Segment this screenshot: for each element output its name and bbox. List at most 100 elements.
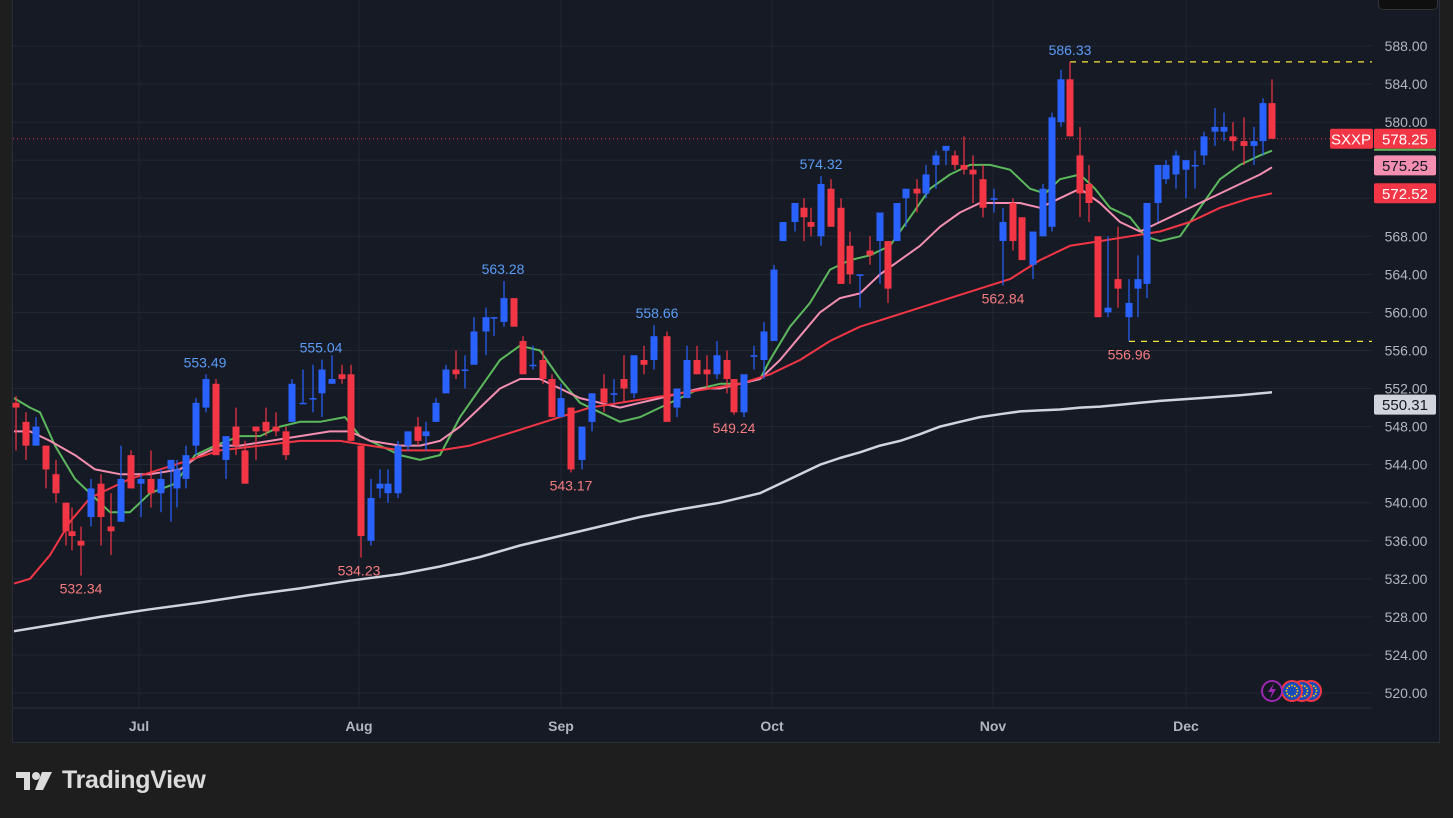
candle xyxy=(338,364,346,384)
candle xyxy=(1048,112,1056,232)
candle xyxy=(713,340,721,380)
candle xyxy=(1066,61,1074,137)
candle xyxy=(539,350,547,384)
low-label: 549.24 xyxy=(713,420,756,436)
svg-text:575.25: 575.25 xyxy=(1382,158,1428,175)
candle xyxy=(97,474,105,546)
candle xyxy=(1114,226,1122,308)
candle xyxy=(1009,198,1017,251)
low-label: 532.34 xyxy=(60,581,103,597)
candle xyxy=(282,426,290,460)
price-tick: 536.00 xyxy=(1385,533,1428,549)
event-markers[interactable] xyxy=(1261,680,1322,702)
candles xyxy=(12,61,1276,576)
candle xyxy=(1085,164,1093,223)
candle xyxy=(770,264,778,341)
candle xyxy=(357,445,365,558)
time-tick: Sep xyxy=(548,718,574,734)
tradingview-logo-icon xyxy=(16,771,52,790)
candle xyxy=(693,345,701,375)
candle xyxy=(932,150,940,189)
candle xyxy=(68,507,76,551)
candle xyxy=(288,379,296,422)
price-axis[interactable]: 588.00584.00580.00576.00572.00568.00564.… xyxy=(1385,38,1428,701)
right-gutter xyxy=(1440,0,1453,743)
lightning-event-icon[interactable] xyxy=(1261,680,1283,702)
low-label: 543.17 xyxy=(550,478,593,494)
candle xyxy=(1094,236,1102,318)
candle xyxy=(222,436,230,479)
candle xyxy=(510,298,518,327)
high-label: 586.33 xyxy=(1049,42,1092,58)
candle xyxy=(482,307,490,356)
candle xyxy=(1250,126,1258,165)
candle xyxy=(922,164,930,199)
candle xyxy=(750,345,758,370)
footer xyxy=(0,743,1453,818)
low-label: 556.96 xyxy=(1108,346,1151,362)
candle xyxy=(347,364,355,441)
candle xyxy=(1191,150,1199,189)
candle xyxy=(1268,79,1276,139)
candle xyxy=(817,176,825,246)
candle xyxy=(979,164,987,218)
candle xyxy=(1229,122,1237,151)
candle xyxy=(127,450,135,489)
ma-slow-price-tag: 572.52 xyxy=(1374,183,1436,204)
candle xyxy=(529,345,537,370)
price-tags: 550.31 572.52 575.25 SXXP 578.25 xyxy=(1330,128,1436,415)
candle xyxy=(117,445,125,522)
candle xyxy=(262,407,270,437)
price-tick: 552.00 xyxy=(1385,381,1428,397)
high-label: 555.04 xyxy=(300,340,343,356)
candle xyxy=(779,222,787,242)
candle xyxy=(422,421,430,451)
candle xyxy=(22,412,30,460)
price-chart[interactable]: 553.49 555.04 563.28 558.66 574.32 586.33 532.… xyxy=(0,0,1453,743)
high-low-lines xyxy=(13,61,1372,342)
candle xyxy=(241,440,249,484)
candle xyxy=(884,241,892,303)
candle xyxy=(548,374,556,418)
corner-button[interactable] xyxy=(1378,0,1438,10)
candle xyxy=(846,231,854,284)
candle xyxy=(318,359,326,418)
candle xyxy=(723,350,731,394)
candle xyxy=(299,369,307,405)
candle xyxy=(107,493,115,556)
candle xyxy=(167,459,175,522)
candle xyxy=(432,398,440,422)
tradingview-logo[interactable]: TradingView xyxy=(16,766,206,795)
candle xyxy=(394,440,402,498)
candle xyxy=(461,355,469,389)
eu-flag-event-icon-1[interactable] xyxy=(1281,680,1303,702)
candle xyxy=(1039,183,1047,237)
candle xyxy=(673,388,681,418)
candle xyxy=(202,374,210,413)
candle xyxy=(800,198,808,242)
price-tick: 564.00 xyxy=(1385,266,1428,282)
candle xyxy=(640,345,648,375)
candle xyxy=(252,426,260,460)
price-tick: 528.00 xyxy=(1385,609,1428,625)
candle xyxy=(442,364,450,394)
high-label: 558.66 xyxy=(636,305,679,321)
candle xyxy=(376,469,384,498)
candle xyxy=(42,445,50,489)
candle xyxy=(893,202,901,242)
time-axis[interactable]: Jul Aug Sep Oct Nov Dec xyxy=(129,718,1199,734)
moving-average-line xyxy=(13,149,1273,514)
candle xyxy=(157,469,165,513)
time-tick: Dec xyxy=(1173,718,1199,734)
candle xyxy=(610,379,618,403)
candle xyxy=(730,379,738,415)
candle xyxy=(1018,217,1026,261)
price-tick: 588.00 xyxy=(1385,38,1428,54)
candle xyxy=(1125,279,1133,342)
candle xyxy=(1057,69,1065,127)
candle xyxy=(232,407,240,456)
candle xyxy=(414,417,422,446)
candle xyxy=(32,417,40,446)
candle xyxy=(951,150,959,170)
candle xyxy=(663,331,671,422)
